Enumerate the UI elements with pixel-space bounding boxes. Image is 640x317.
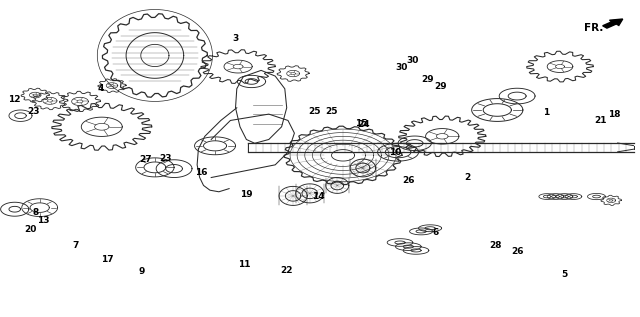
Text: 15: 15 [355,119,368,128]
Text: FR.: FR. [584,23,603,33]
Text: 26: 26 [511,247,524,256]
Text: 3: 3 [232,34,239,42]
Text: 28: 28 [490,241,502,250]
Text: 11: 11 [238,260,251,269]
Text: 4: 4 [98,84,104,93]
Text: 20: 20 [24,225,37,234]
Text: 12: 12 [8,95,20,104]
Text: 24: 24 [357,120,370,129]
Text: 10: 10 [389,148,402,157]
Text: 27: 27 [140,155,152,164]
Text: 16: 16 [195,168,208,177]
Text: 9: 9 [139,267,145,275]
Text: 29: 29 [421,75,434,84]
Text: 14: 14 [312,192,325,201]
Text: 1: 1 [543,108,550,117]
Text: 29: 29 [434,82,447,91]
Text: 25: 25 [308,107,321,116]
Text: 5: 5 [561,270,568,279]
Text: 19: 19 [240,191,253,199]
Text: 7: 7 [72,241,79,250]
Text: 2: 2 [464,173,470,182]
Text: 21: 21 [594,116,607,125]
Text: 23: 23 [27,107,40,116]
Text: 26: 26 [402,176,415,185]
FancyArrow shape [603,19,623,28]
Text: 17: 17 [101,255,114,264]
Text: 30: 30 [406,56,419,65]
Text: 22: 22 [280,266,293,275]
Text: 23: 23 [159,154,172,163]
Text: 6: 6 [432,229,438,237]
Text: 25: 25 [325,107,338,116]
Text: 8: 8 [32,208,38,217]
Text: 18: 18 [608,110,621,119]
Text: 30: 30 [396,63,408,72]
Text: 13: 13 [37,216,50,225]
